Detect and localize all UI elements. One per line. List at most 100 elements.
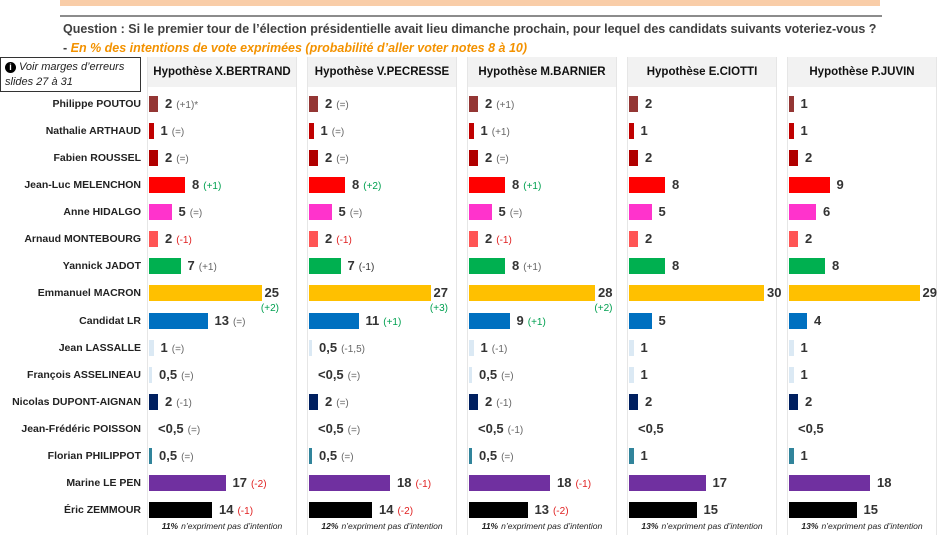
bar	[789, 123, 794, 140]
candidate-label: François ASSELINEAU	[27, 368, 141, 381]
value-text: 8	[352, 177, 360, 193]
value-label: 1	[801, 123, 808, 139]
value-label: 13 (=)	[215, 313, 246, 329]
value-label: 1	[641, 340, 648, 356]
bar	[149, 502, 212, 519]
value-label: 2 (=)	[325, 150, 349, 166]
value-text: 2	[645, 150, 653, 166]
value-text: 14	[219, 502, 234, 518]
value-text: 5	[178, 204, 186, 220]
hypothesis-header: Hypothèse E.CIOTTI	[628, 57, 776, 87]
bar	[629, 258, 665, 275]
change-label: (+1)	[523, 262, 542, 274]
bar	[789, 474, 870, 491]
value-text: <0,5	[158, 420, 184, 436]
bar	[149, 312, 208, 329]
change-label: (+1)	[496, 100, 515, 111]
candidate-label: Nicolas DUPONT-AIGNAN	[12, 395, 141, 408]
bar	[469, 285, 595, 302]
hypothesis-header: Hypothèse M.BARNIER	[468, 57, 616, 87]
value-text: 2	[485, 96, 493, 111]
value-text: 2	[165, 96, 173, 111]
change-label: (+1)	[203, 181, 222, 193]
value-text: 29	[922, 285, 937, 301]
change-label: (=)	[176, 154, 189, 166]
info-icon: i	[5, 62, 16, 73]
change-label: (=)	[181, 451, 194, 463]
change-label: (=)	[189, 208, 203, 220]
value-label: 17	[713, 475, 727, 491]
value-label: 2 (+1)	[485, 96, 514, 112]
change-label: (-1)	[496, 235, 512, 247]
bar	[149, 204, 172, 221]
value-text: 8	[672, 177, 680, 193]
change-label: (-1)	[176, 397, 192, 409]
no-intention-text: n’expriment pas d’intention	[181, 521, 283, 531]
value-text: 1	[800, 339, 808, 355]
bar	[789, 285, 920, 302]
value-label: 2	[805, 394, 812, 410]
value-text: 0,5	[479, 447, 498, 463]
bar	[629, 150, 638, 167]
value-label: 2	[805, 231, 812, 247]
hypothesis-column: Hypothèse E.CIOTTI 2 1 2 8 5 2 8 30 5 1 1 2 <0,5 1 17 15…	[627, 57, 781, 535]
value-label: 11 (+1)	[366, 313, 402, 329]
candidate-label: Florian PHILIPPOT	[47, 449, 141, 462]
value-label: 2 (-1)	[485, 231, 512, 247]
bar	[789, 339, 794, 356]
change-label: (=)	[181, 370, 194, 382]
value-text: 2	[805, 393, 813, 409]
bar	[149, 474, 226, 491]
value-label: 1 (=)	[161, 340, 185, 356]
value-text: 4	[814, 312, 822, 328]
bar	[629, 177, 665, 194]
bar	[789, 96, 794, 112]
bar	[789, 177, 830, 194]
change-label: (=)	[187, 424, 201, 436]
change-label: (=)	[509, 208, 523, 220]
bar	[149, 393, 158, 410]
change-label: (+1)*	[176, 100, 199, 111]
value-text: 2	[325, 393, 333, 409]
value-label: 6	[823, 204, 830, 220]
no-intention-text: n’expriment pas d’intention	[501, 521, 603, 531]
change-label: (+1)	[383, 316, 402, 328]
value-label: 17 (-2)	[233, 475, 267, 491]
bar	[789, 393, 798, 410]
title-rule	[60, 15, 882, 17]
value-label: 30	[767, 285, 781, 301]
bar	[789, 447, 794, 464]
change-label: (=)	[347, 424, 361, 436]
value-label: 0,5 (-1,5)	[319, 340, 365, 356]
question: Question : Si le premier tour de l’élect…	[63, 20, 883, 58]
value-label: 7 (+1)	[188, 258, 217, 274]
no-intention-text: n’expriment pas d’intention	[821, 521, 923, 531]
change-label: (-2)	[552, 506, 569, 518]
value-text: 1	[160, 339, 168, 355]
value-text: 1	[640, 339, 648, 355]
change-label: (-1)	[496, 397, 512, 409]
bar	[469, 258, 505, 275]
bar	[149, 258, 181, 275]
bar	[629, 393, 638, 410]
value-label: 8 (+1)	[512, 258, 541, 274]
change-label: (=)	[232, 316, 246, 328]
value-label: 1 (=)	[161, 123, 185, 139]
no-intention-footer: 11% n’expriment pas d’intention	[468, 521, 616, 531]
value-label: 4	[814, 313, 821, 329]
bar	[149, 177, 185, 194]
change-label: (=)	[341, 451, 354, 463]
value-text: 18	[877, 474, 892, 490]
value-text: 6	[823, 204, 831, 220]
value-text: 2	[645, 231, 653, 247]
value-text: 1	[480, 123, 488, 139]
value-text: 14	[379, 502, 394, 518]
value-text: 2	[645, 393, 653, 409]
value-label: 2 (=)	[485, 150, 509, 166]
change-label: (+2)	[260, 303, 279, 315]
value-text: 2	[325, 96, 333, 111]
bar	[149, 150, 158, 167]
bar	[789, 231, 798, 248]
candidate-label: Marine LE PEN	[66, 476, 141, 489]
value-label: 2 (-1)	[485, 394, 512, 410]
